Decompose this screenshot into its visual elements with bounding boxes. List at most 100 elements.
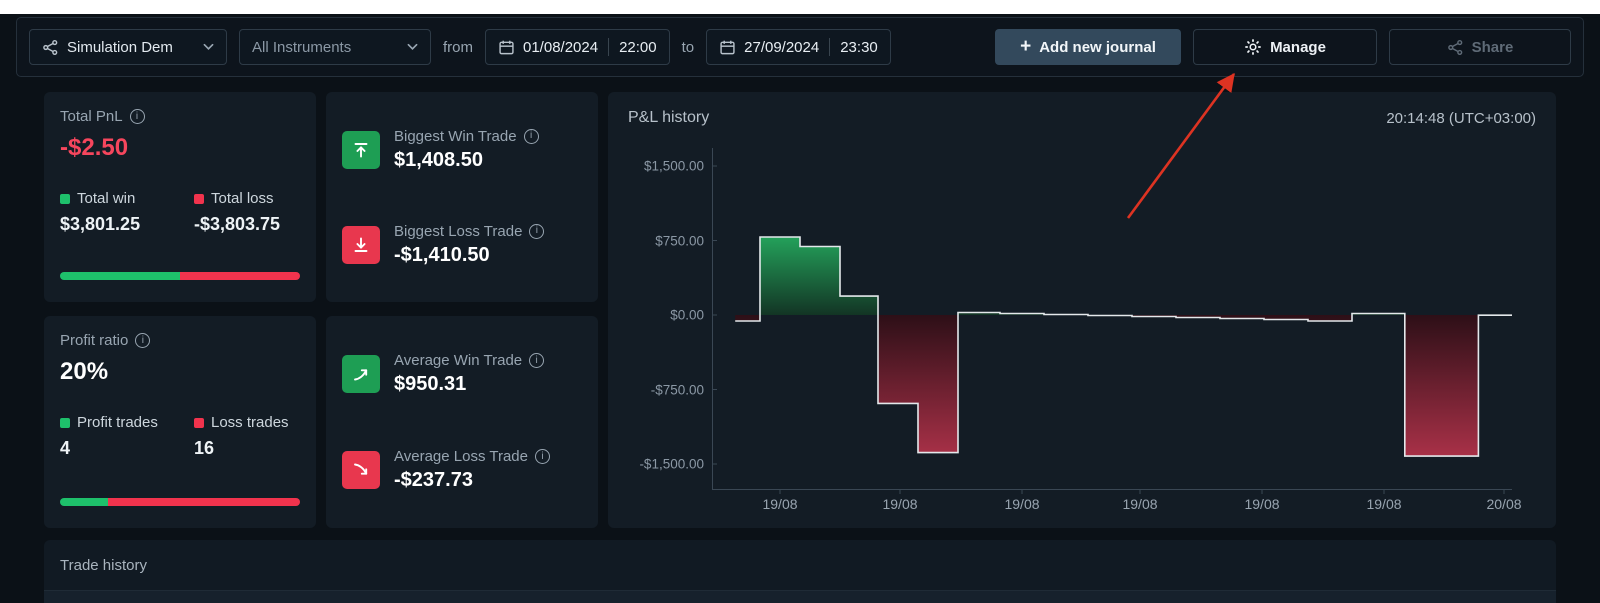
trade-history-section: Trade history [44,540,1556,603]
win-progress-segment [60,272,180,280]
journal-select-value: Simulation Dem [67,38,173,56]
average-win-value: $950.31 [394,373,467,395]
biggest-loss-value: -$1,410.50 [394,243,490,266]
chart-title: P&L history [628,109,710,126]
manage-button[interactable]: Manage [1193,29,1377,65]
average-trades-card: Average Win Trade i $950.31 Average Loss… [326,316,598,528]
average-win-label: Average Win Trade [394,352,523,369]
negative-area [735,315,1512,457]
average-win-row: Average Win Trade i $950.31 [342,352,582,396]
y-axis-tick-label: -$750.00 [650,382,704,397]
y-axis-tick-label: -$1,500.00 [639,456,704,472]
loss-trades-legend: Loss trades [194,414,300,431]
manage-label: Manage [1270,38,1326,56]
date-from-value: 01/08/2024 [523,38,599,56]
info-icon[interactable]: i [529,223,545,239]
green-square-icon [60,193,70,204]
biggest-win-row: Biggest Win Trade i $1,408.50 [342,128,582,172]
y-axis-labels: $1,500.00 $750.00 $0.00 -$750.00 -$1,500.00 [608,142,704,494]
loss-progress-segment [180,272,300,280]
total-pnl-value: -$2.50 [60,134,129,161]
dashboard-content: Total PnL i -$2.50 Total win Total loss … [44,92,1556,528]
x-axis-tick-label: 19/08 [762,496,798,512]
total-loss-value: -$3,803.75 [194,214,281,234]
arrow-down-to-line-icon [342,225,380,264]
average-loss-label: Average Loss Trade [394,448,528,465]
info-icon[interactable]: i [529,353,545,368]
pnl-step-chart[interactable] [712,142,1512,494]
instrument-select-value: All Instruments [252,38,352,56]
trading-journal-dashboard: Simulation Dem All Instruments from 01/0… [0,14,1600,603]
red-square-icon [194,417,204,428]
calendar-icon [498,39,515,56]
divider [829,38,831,56]
win-loss-progress-bar [60,272,300,280]
average-loss-value: -$237.73 [394,469,473,491]
add-new-journal-button[interactable]: + Add new journal [995,29,1181,65]
to-label: to [681,38,695,56]
biggest-loss-label: Biggest Loss Trade [394,222,523,240]
share-button[interactable]: Share [1389,29,1571,65]
pnl-line [735,236,1512,457]
chevron-down-icon [203,43,214,51]
share-nodes-icon [1447,39,1464,56]
add-new-journal-label: Add new journal [1039,38,1156,56]
x-axis-tick-label: 19/08 [1244,496,1280,512]
journal-select[interactable]: Simulation Dem [29,29,227,65]
y-axis-tick-label: $750.00 [655,233,704,248]
card-title: Total PnL [60,108,123,125]
positive-area [735,237,1512,315]
info-icon[interactable]: i [534,449,550,464]
trend-down-arrow-icon [342,451,380,489]
share-label: Share [1471,38,1514,56]
profit-ratio-card: Profit ratio i 20% Profit trades Loss tr… [44,316,316,528]
x-axis-labels: 19/08 19/08 19/08 19/08 19/08 19/08 20/08 [712,496,1521,516]
loss-progress-segment [108,498,300,506]
date-from-picker[interactable]: 01/08/2024 22:00 [485,29,670,65]
gear-icon [1244,38,1262,56]
date-to-picker[interactable]: 27/09/2024 23:30 [706,29,891,65]
trade-history-title: Trade history [60,556,147,574]
share-nodes-icon [42,39,59,56]
instrument-select[interactable]: All Instruments [239,29,431,65]
clock: 20:14:48 (UTC+03:00) [1386,109,1536,127]
profit-trades-count: 4 [60,438,71,458]
total-pnl-card: Total PnL i -$2.50 Total win Total loss … [44,92,316,302]
profit-trades-legend: Profit trades [60,414,194,431]
green-square-icon [60,417,70,428]
total-loss-legend: Total loss [194,190,300,207]
x-axis-tick-label: 19/08 [1004,496,1040,512]
info-icon[interactable]: i [523,128,539,144]
red-square-icon [194,193,204,204]
chevron-down-icon [407,43,418,51]
trade-history-table-header [44,590,1556,603]
x-axis-tick-label: 19/08 [882,496,918,512]
y-axis-tick-label: $1,500.00 [643,158,704,174]
x-axis-tick-label: 19/08 [1122,496,1158,512]
biggest-trades-card: Biggest Win Trade i $1,408.50 Biggest Lo… [326,92,598,302]
info-icon[interactable]: i [129,109,145,124]
y-axis-tick-label: $0.00 [670,307,704,323]
profit-ratio-value: 20% [60,358,109,385]
date-to-value: 27/09/2024 [744,38,820,56]
x-axis-tick-label: 19/08 [1366,496,1402,512]
calendar-icon [719,39,736,56]
loss-trades-count: 16 [194,438,215,458]
from-label: from [443,38,473,56]
trend-up-arrow-icon [342,355,380,393]
pnl-history-card: P&L history 20:14:48 (UTC+03:00) $1,500.… [608,92,1556,528]
biggest-win-value: $1,408.50 [394,148,483,171]
total-win-value: $3,801.25 [60,214,141,234]
info-icon[interactable]: i [135,333,151,348]
time-from-value: 22:00 [619,38,657,56]
card-title: Profit ratio [60,332,129,349]
toolbar: Simulation Dem All Instruments from 01/0… [16,17,1584,77]
x-axis-tick-label: 20/08 [1486,496,1522,512]
time-to-value: 23:30 [840,38,878,56]
biggest-win-label: Biggest Win Trade [394,127,517,145]
divider [608,38,610,56]
win-progress-segment [60,498,108,506]
biggest-loss-row: Biggest Loss Trade i -$1,410.50 [342,223,582,267]
profit-loss-progress-bar [60,498,300,506]
arrow-up-to-line-icon [342,130,380,169]
